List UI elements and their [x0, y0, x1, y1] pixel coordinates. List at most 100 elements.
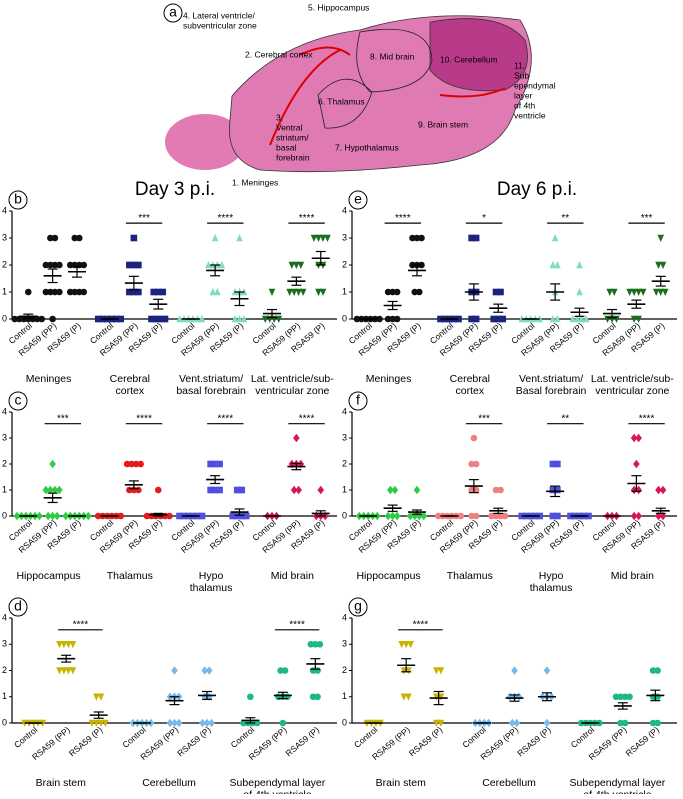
data-point	[137, 460, 144, 468]
data-point	[171, 666, 178, 675]
data-point	[238, 486, 246, 494]
data-point	[56, 288, 63, 296]
data-point	[214, 288, 221, 296]
data-point	[551, 234, 559, 242]
data-point	[130, 261, 138, 269]
data-point	[171, 718, 178, 728]
group-label: thalamus	[190, 582, 233, 594]
data-point	[549, 460, 557, 468]
significance-label: ***	[57, 413, 69, 424]
data-point	[42, 485, 50, 495]
x-tick-label: RSA59 (P)	[284, 724, 322, 758]
data-point	[511, 666, 518, 675]
data-point	[261, 315, 269, 323]
data-point	[279, 719, 287, 727]
data-point	[75, 234, 83, 242]
panel-circle	[8, 190, 28, 210]
data-point	[654, 719, 661, 727]
image-label: 2. Cerebral cortex	[245, 49, 313, 59]
data-point	[389, 511, 396, 521]
image-label: 9. Brain stem	[418, 119, 468, 129]
data-point	[402, 640, 410, 649]
y-tick-label: 0	[2, 313, 7, 323]
data-point	[203, 718, 211, 728]
data-point	[490, 315, 498, 323]
data-point	[391, 485, 399, 495]
image-label: 8. Mid brain	[370, 51, 415, 61]
data-point	[60, 667, 68, 675]
x-tick-label: RSA59 (P)	[67, 724, 105, 758]
data-point	[497, 288, 504, 296]
data-point	[407, 640, 414, 649]
data-point	[13, 511, 21, 521]
data-point	[24, 288, 32, 296]
data-point	[51, 485, 59, 495]
group-label: Thalamus	[447, 570, 493, 582]
data-point	[211, 460, 219, 468]
x-tick-label: Control	[120, 725, 148, 750]
image-label: forebrain	[276, 152, 310, 162]
data-point	[154, 288, 162, 296]
x-tick-label: Control	[460, 725, 488, 750]
data-point	[60, 640, 68, 649]
group-label: of 4th ventricle	[583, 789, 651, 794]
data-point	[65, 667, 72, 675]
panel-circle	[348, 190, 368, 210]
group-label: Thalamus	[107, 570, 153, 582]
data-point	[209, 288, 217, 296]
data-point	[630, 288, 638, 296]
image-label: 3.	[276, 112, 283, 122]
data-point	[324, 234, 331, 242]
significance-label: ****	[218, 213, 234, 224]
data-point	[236, 315, 243, 323]
data-point	[157, 315, 164, 323]
data-point	[317, 485, 325, 495]
panel-letter: g	[354, 598, 362, 614]
image-label: Sub	[514, 70, 529, 80]
significance-label: ****	[136, 413, 152, 424]
image-label: striatum/	[276, 132, 309, 142]
data-point	[468, 234, 475, 242]
data-point	[655, 261, 662, 269]
data-point	[384, 511, 392, 521]
panel-letter: b	[14, 191, 22, 207]
image-label: 5. Hippocampus	[308, 2, 369, 12]
data-point	[655, 511, 662, 521]
significance-label: ****	[73, 619, 89, 630]
y-tick-label: 2	[2, 665, 7, 675]
data-point	[295, 288, 302, 296]
data-point	[513, 718, 521, 728]
data-point	[242, 512, 250, 520]
data-point	[659, 261, 667, 269]
data-point	[433, 667, 440, 675]
y-tick-label: 0	[342, 510, 347, 520]
data-point	[554, 460, 561, 468]
group-label: thalamus	[530, 582, 573, 594]
data-point	[293, 261, 300, 269]
data-point	[293, 433, 300, 443]
data-point	[135, 261, 142, 269]
significance-label: ****	[395, 213, 411, 224]
data-point	[207, 460, 214, 468]
group-label: Cerebellum	[482, 777, 536, 789]
data-point	[117, 512, 125, 520]
data-point	[376, 315, 383, 323]
significance-label: ****	[413, 619, 429, 630]
data-point	[49, 459, 56, 469]
panel-circle	[8, 391, 28, 411]
image-label: 1. Meninges	[232, 177, 278, 187]
data-point	[639, 288, 647, 296]
y-tick-label: 3	[342, 432, 347, 442]
data-point	[126, 261, 133, 269]
data-point	[411, 511, 419, 521]
data-point	[457, 512, 465, 520]
data-point	[69, 640, 77, 649]
data-point	[630, 485, 638, 495]
significance-label: ***	[478, 413, 490, 424]
data-point	[506, 692, 514, 702]
data-point	[576, 261, 583, 269]
data-point	[268, 288, 276, 296]
y-tick-label: 0	[342, 717, 347, 727]
group-label: Cerebellum	[142, 777, 196, 789]
data-point	[236, 234, 243, 242]
